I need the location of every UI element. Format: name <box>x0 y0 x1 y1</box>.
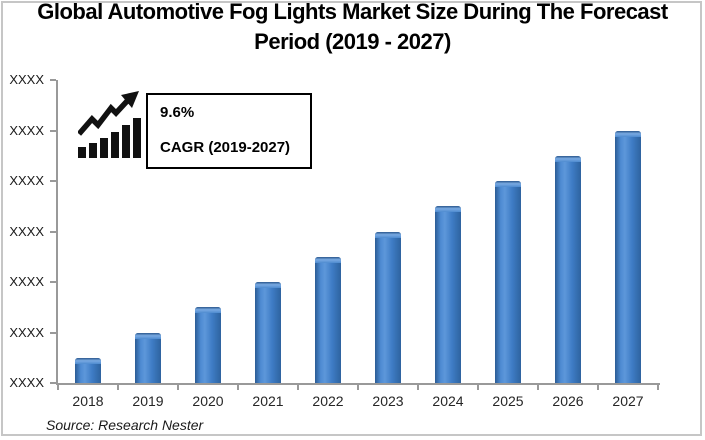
x-axis-tick <box>657 385 659 390</box>
y-axis-tick <box>50 230 56 233</box>
x-axis-tick <box>537 385 539 390</box>
cagr-value: 9.6% <box>160 104 195 121</box>
x-axis-tick <box>177 385 179 390</box>
y-axis-label: XXXX <box>9 375 44 390</box>
y-axis-label: XXXX <box>9 223 44 239</box>
y-axis-tick <box>50 281 56 283</box>
x-axis-label: 2020 <box>192 393 224 409</box>
y-axis-label: XXXX <box>9 122 44 138</box>
x-axis-tick <box>597 385 599 390</box>
x-axis-tick <box>237 385 239 390</box>
bar-2026 <box>555 155 581 383</box>
y-axis-tick <box>50 331 56 334</box>
x-axis-tick <box>57 385 59 390</box>
cagr-label: CAGR (2019-2027) <box>160 139 291 156</box>
bar-2022 <box>315 256 341 383</box>
x-axis-label: 2026 <box>552 393 584 409</box>
bar-2024 <box>435 206 461 383</box>
y-axis-tick <box>50 129 56 132</box>
x-axis-label: 2018 <box>72 393 104 409</box>
x-axis-tick <box>297 385 299 390</box>
bar-2018 <box>75 357 101 383</box>
x-axis-label: 2019 <box>132 393 164 409</box>
bar-2023 <box>375 231 401 383</box>
bar-2025 <box>495 181 521 383</box>
y-axis-label: XXXX <box>9 274 44 289</box>
bar-2027 <box>615 130 641 383</box>
x-axis-tick <box>477 385 479 390</box>
x-axis-label: 2024 <box>432 393 464 409</box>
x-axis-tick <box>117 385 119 390</box>
y-axis-label: XXXX <box>9 72 44 87</box>
bar-2019 <box>135 332 161 383</box>
growth-trend-icon <box>76 90 142 158</box>
x-axis-label: 2023 <box>372 393 404 409</box>
x-axis-label: 2021 <box>252 393 284 409</box>
plot-area: XXXX XXXX XXXX XXXX XXXX XXXX XXXX 2018 2019 2020… <box>9 72 660 409</box>
bar-2021 <box>255 282 281 383</box>
y-axis-label: XXXX <box>9 173 44 188</box>
x-axis-tick <box>357 385 359 390</box>
y-axis-tick <box>50 180 56 182</box>
chart-title: Global Automotive Fog Lights Market Size… <box>0 0 705 57</box>
cagr-annotation: 9.6% CAGR (2019-2027) <box>146 93 312 169</box>
x-axis-label: 2027 <box>612 393 644 409</box>
chart-title-line2: Period (2019 - 2027) <box>254 29 451 54</box>
bar-2020 <box>195 307 221 383</box>
x-axis-tick <box>417 385 419 390</box>
y-axis-tick <box>50 382 56 384</box>
y-axis-label: XXXX <box>9 324 44 340</box>
source-note: Source: Research Nester <box>46 417 204 433</box>
chart-title-line1: Global Automotive Fog Lights Market Size… <box>37 0 668 24</box>
y-axis-tick <box>50 79 56 81</box>
x-axis-label: 2022 <box>312 393 344 409</box>
x-axis-label: 2025 <box>492 393 524 409</box>
